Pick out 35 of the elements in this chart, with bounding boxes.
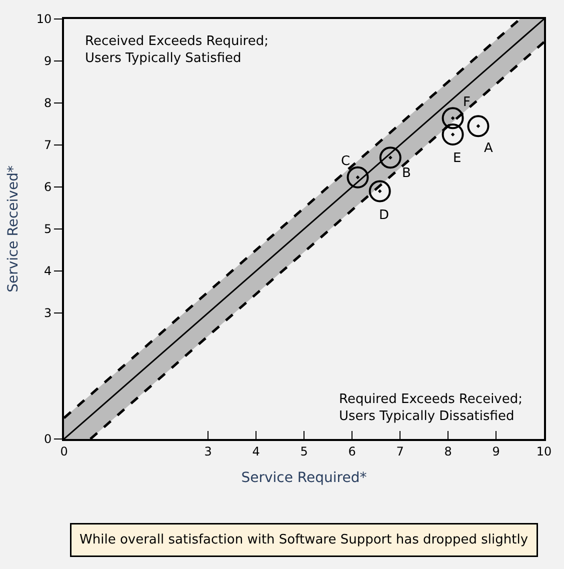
annotation: F bbox=[463, 95, 470, 110]
annotation: B bbox=[402, 166, 411, 181]
x-tick-label: 7 bbox=[396, 444, 404, 458]
point bbox=[346, 166, 369, 188]
y-tick-label: 6 bbox=[44, 180, 52, 194]
point bbox=[379, 146, 402, 169]
annotation: D bbox=[379, 208, 390, 223]
text: While overall satisfaction with Software Support has dropped slightly bbox=[80, 532, 528, 548]
y-tick-label: 4 bbox=[44, 264, 52, 278]
annotation: Required Exceeds Received; Users Typically Dissatisfied bbox=[339, 392, 522, 424]
y-tick-label: 7 bbox=[44, 138, 52, 152]
x-tick-label: 3 bbox=[204, 444, 212, 458]
x-tick-label: 5 bbox=[300, 444, 308, 458]
annotation: Received Exceeds Required; Users Typically Satisfied bbox=[85, 34, 268, 66]
x-tick-label: 6 bbox=[348, 444, 356, 458]
x-tick-label: 0 bbox=[60, 444, 68, 458]
y-tick-label: 9 bbox=[44, 54, 52, 68]
annotation: C bbox=[341, 154, 350, 169]
x-axis-title: Service Required* bbox=[241, 470, 367, 486]
y-tick-label: 5 bbox=[44, 222, 52, 236]
y-tick-label: 8 bbox=[44, 96, 52, 110]
point bbox=[442, 124, 464, 146]
annotation: A bbox=[484, 141, 493, 156]
y-axis-title: Service Received* bbox=[5, 166, 22, 292]
x-tick-label: 8 bbox=[444, 444, 452, 458]
point bbox=[467, 115, 490, 138]
annotation: E bbox=[453, 151, 462, 166]
x-tick-label: 9 bbox=[492, 444, 500, 458]
x-tick-label: 4 bbox=[252, 444, 260, 458]
point bbox=[368, 180, 391, 202]
point bbox=[442, 107, 464, 130]
y-tick-label: 0 bbox=[44, 432, 52, 446]
y-tick-label: 10 bbox=[36, 12, 52, 26]
x-tick-label: 10 bbox=[536, 444, 552, 458]
y-tick-label: 3 bbox=[44, 306, 52, 320]
